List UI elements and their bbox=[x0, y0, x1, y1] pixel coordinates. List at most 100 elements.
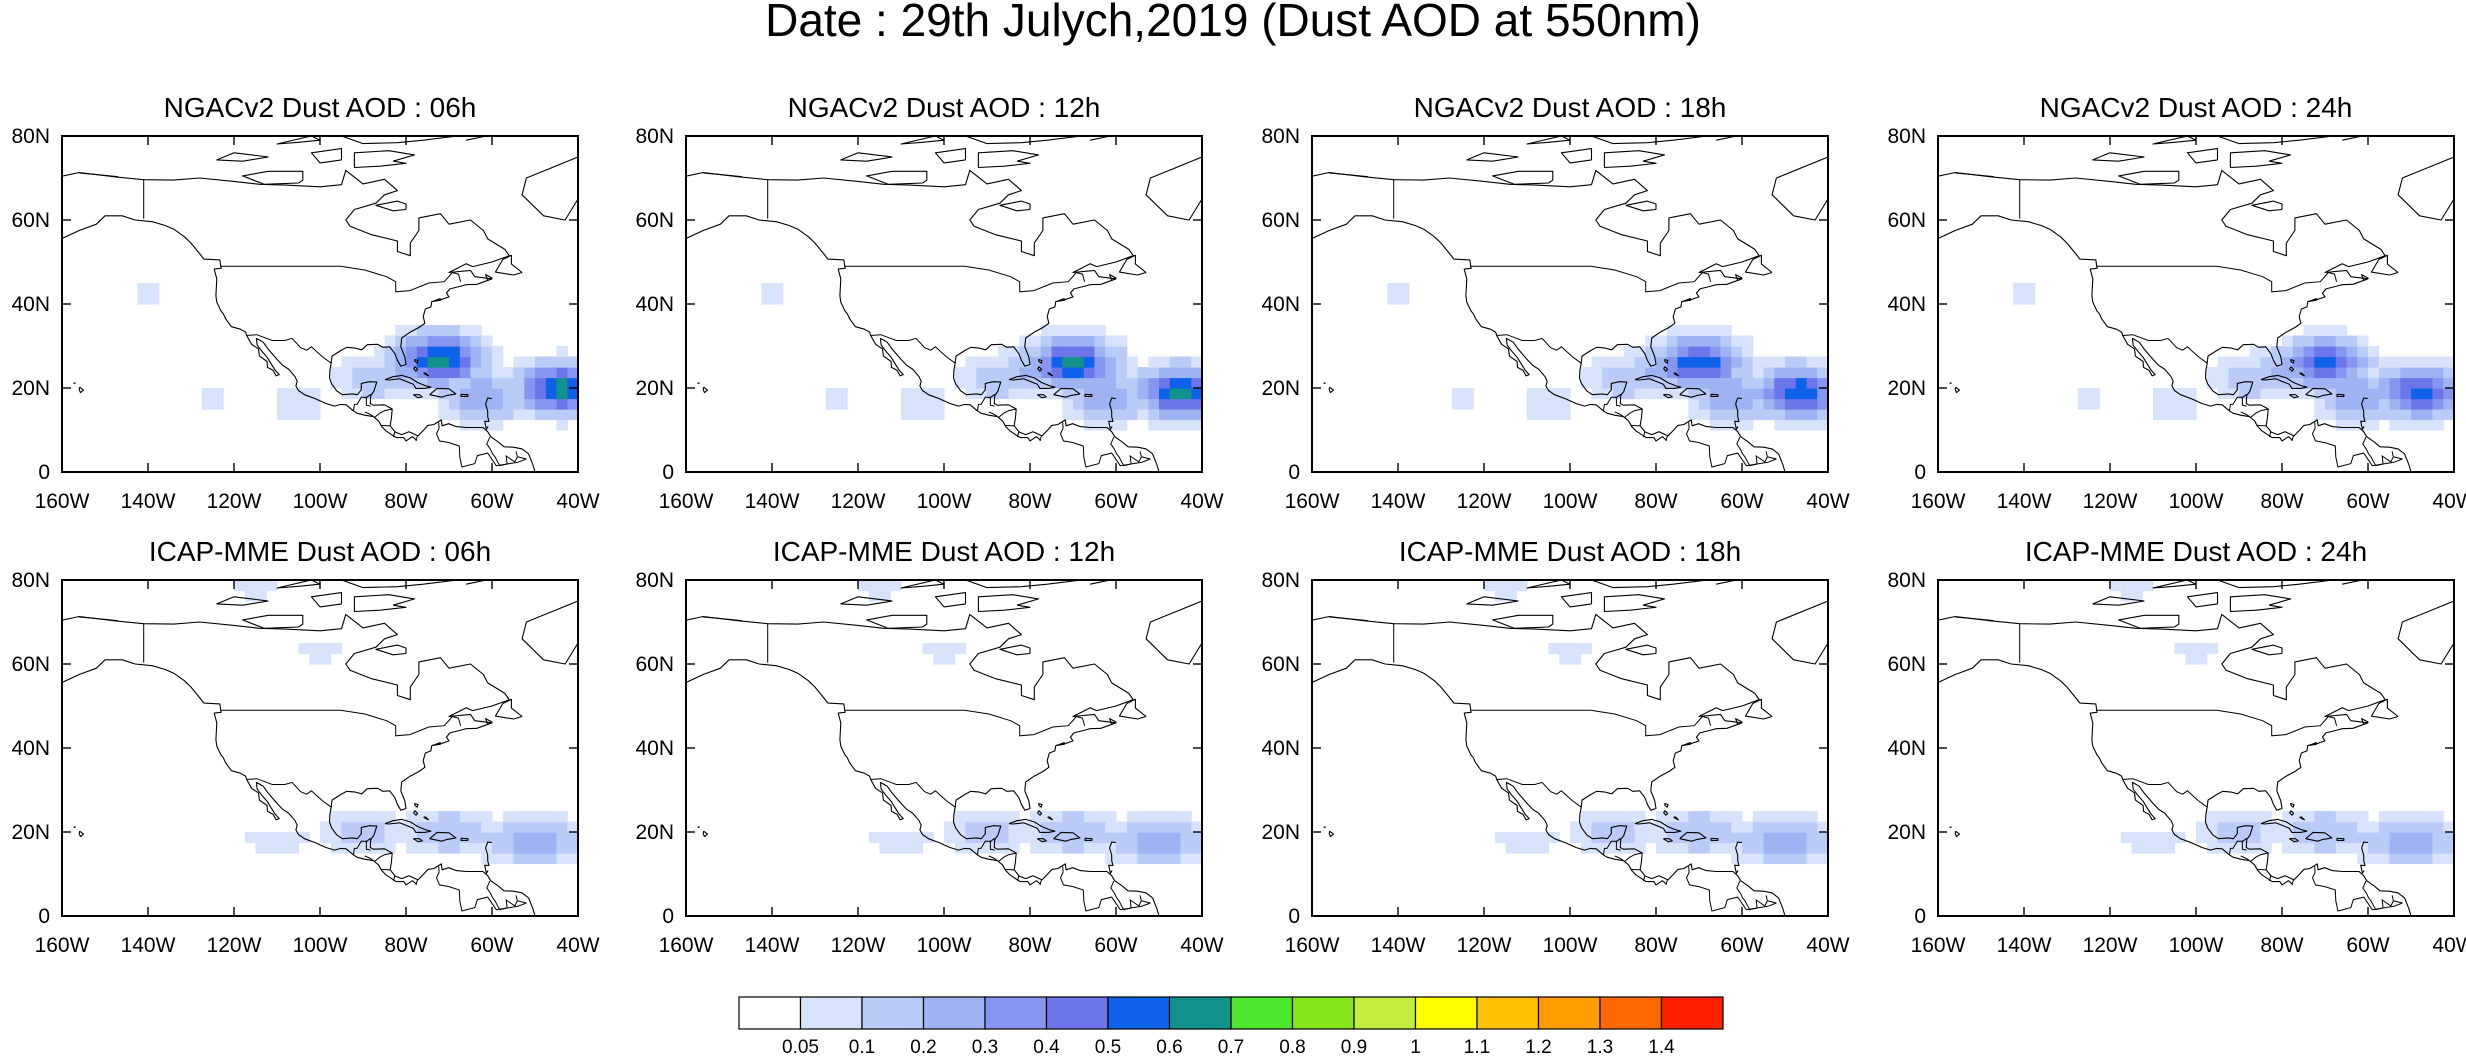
dust-cell bbox=[2432, 821, 2444, 833]
dust-cell bbox=[2260, 356, 2272, 368]
dust-cell bbox=[481, 409, 493, 421]
lon-tick-label: 100W bbox=[293, 490, 348, 513]
dust-cell bbox=[1774, 409, 1786, 421]
dust-cell bbox=[556, 356, 568, 368]
dust-cell bbox=[997, 346, 1010, 358]
dust-cell bbox=[2292, 335, 2305, 347]
dust-cell bbox=[1559, 388, 1571, 400]
dust-cell bbox=[1623, 832, 1636, 844]
dust-cell bbox=[1742, 356, 1754, 368]
dust-cell bbox=[1709, 811, 1722, 823]
lon-tick-label: 40W bbox=[2432, 934, 2466, 957]
dust-cell bbox=[1613, 811, 1625, 823]
dust-cell bbox=[1720, 388, 1732, 400]
colorbar-label: 0.7 bbox=[1218, 1037, 1244, 1056]
dust-cell bbox=[330, 811, 343, 823]
dust-cell bbox=[470, 346, 482, 358]
dust-cell bbox=[1105, 409, 1117, 421]
dust-cell bbox=[1795, 853, 1808, 865]
lon-tick-label: 40W bbox=[1180, 934, 1223, 957]
dust-cell bbox=[2389, 409, 2401, 421]
dust-cell bbox=[2368, 398, 2380, 410]
dust-cell bbox=[406, 346, 418, 358]
dust-cell bbox=[1580, 832, 1593, 844]
dust-cell bbox=[2131, 590, 2143, 602]
lon-tick-label: 160W bbox=[1911, 934, 1966, 957]
dust-cell bbox=[1548, 398, 1560, 410]
dust-cell bbox=[2432, 356, 2444, 368]
dust-cell bbox=[1666, 356, 1679, 368]
dust-cell bbox=[1806, 811, 1818, 823]
dust-cell bbox=[556, 346, 568, 358]
dust-cell bbox=[470, 335, 482, 347]
dust-cell bbox=[1752, 388, 1765, 400]
dust-cell bbox=[2432, 832, 2444, 844]
dust-cell bbox=[470, 367, 482, 379]
lat-tick-label: 0 bbox=[1914, 905, 1926, 928]
dust-cell bbox=[2185, 653, 2197, 665]
dust-cell bbox=[1817, 409, 1828, 421]
dust-cell bbox=[1613, 832, 1625, 844]
dust-cell bbox=[1051, 335, 1063, 347]
dust-cell bbox=[1731, 811, 1743, 823]
dust-cell bbox=[1591, 811, 1603, 823]
dust-cell bbox=[2357, 842, 2369, 854]
colorbar-label: 0.05 bbox=[782, 1037, 819, 1056]
dust-cell bbox=[1688, 409, 1700, 421]
dust-cell bbox=[1094, 377, 1106, 389]
dust-cell bbox=[2411, 853, 2423, 865]
dust-cell bbox=[901, 388, 913, 400]
dust-cell bbox=[2239, 842, 2251, 854]
dust-cell bbox=[2239, 821, 2251, 833]
dust-cell bbox=[1116, 346, 1128, 358]
dust-cell bbox=[1688, 832, 1700, 844]
dust-cell bbox=[1505, 590, 1517, 602]
dust-cell bbox=[1806, 377, 1818, 389]
dust-cell bbox=[1709, 346, 1722, 358]
dust-cell bbox=[373, 832, 386, 844]
dust-cell bbox=[2260, 832, 2272, 844]
dust-cell bbox=[933, 409, 945, 421]
dust-cell bbox=[2271, 367, 2283, 379]
dust-cell bbox=[1774, 853, 1786, 865]
dust-cell bbox=[2249, 346, 2262, 358]
dust-cell bbox=[1591, 842, 1603, 854]
dust-cell bbox=[911, 842, 924, 854]
dust-cell bbox=[438, 335, 450, 347]
lon-tick-label: 120W bbox=[2083, 934, 2138, 957]
dust-cell bbox=[2185, 398, 2197, 410]
dust-cell bbox=[1126, 377, 1139, 389]
dust-cell bbox=[2346, 356, 2358, 368]
dust-cell bbox=[2260, 821, 2272, 833]
dust-cell bbox=[502, 832, 515, 844]
dust-cell bbox=[1040, 842, 1053, 854]
dust-cell bbox=[395, 356, 407, 368]
dust-cell bbox=[2239, 811, 2251, 823]
dust-cell bbox=[1537, 832, 1550, 844]
dust-cell bbox=[1634, 842, 1646, 854]
dust-cell bbox=[922, 409, 934, 421]
dust-cell bbox=[1677, 356, 1689, 368]
lon-tick-label: 80W bbox=[1634, 934, 1677, 957]
dust-cell bbox=[2314, 821, 2326, 833]
dust-cell bbox=[997, 388, 1010, 400]
dust-cell bbox=[1548, 388, 1560, 400]
dust-cell bbox=[2292, 356, 2305, 368]
dust-cell bbox=[2163, 398, 2176, 410]
dust-cell bbox=[416, 832, 429, 844]
dust-cell bbox=[449, 367, 461, 379]
dust-cell bbox=[277, 398, 289, 410]
dust-cell bbox=[1559, 398, 1571, 410]
lon-tick-label: 80W bbox=[384, 490, 427, 513]
dust-cell bbox=[1634, 832, 1646, 844]
dust-cell bbox=[922, 832, 934, 844]
dust-cell bbox=[1795, 419, 1808, 431]
dust-cell bbox=[1137, 409, 1149, 421]
dust-cell bbox=[449, 377, 461, 389]
dust-cell bbox=[2303, 367, 2315, 379]
panel-title: ICAP-MME Dust AOD : 06h bbox=[148, 536, 492, 567]
dust-cell bbox=[1008, 388, 1020, 400]
dust-cell bbox=[481, 842, 493, 854]
dust-cell bbox=[2357, 821, 2369, 833]
dust-cell bbox=[2271, 832, 2283, 844]
